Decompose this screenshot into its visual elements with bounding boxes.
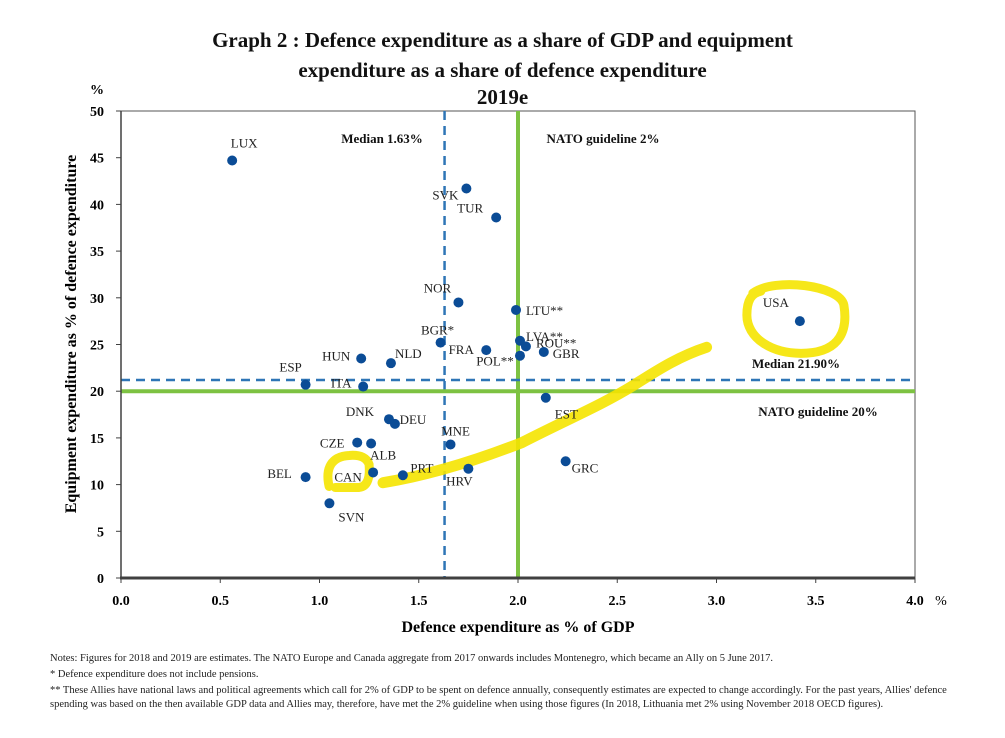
point-label-svk: SVK: [432, 188, 459, 203]
point-label-gbr: GBR: [553, 346, 580, 361]
y-tick-label: 15: [90, 432, 104, 447]
chart-title-line-1: Graph 2 : Defence expenditure as a share…: [212, 28, 793, 52]
x-axis-title: Defence expenditure as % of GDP: [402, 619, 635, 636]
y-tick-label: 5: [97, 525, 104, 540]
point-alb: [366, 438, 377, 449]
point-prt: [397, 470, 408, 481]
point-tur: [491, 212, 502, 223]
point-label-usa: USA: [763, 295, 790, 310]
point-pol: [514, 350, 525, 361]
point-nor: [453, 297, 464, 308]
highlight-curve: [377, 341, 713, 489]
x-tick-label: 2.0: [509, 594, 527, 609]
chart-notes: Notes: Figures for 2018 and 2019 are est…: [50, 652, 980, 714]
point-nld: [385, 358, 396, 369]
point-ltu: [511, 304, 522, 315]
x-tick-label: 4.0: [906, 594, 924, 609]
point-dnk: [383, 414, 394, 425]
y-tick-label: 25: [90, 339, 104, 354]
point-label-nld: NLD: [395, 346, 422, 361]
x-tick-label: 3.5: [807, 594, 825, 609]
point-label-nor: NOR: [424, 280, 452, 295]
point-label-mne: MNE: [441, 423, 470, 438]
point-label-bel: BEL: [267, 466, 292, 481]
ref-label-guide_x: NATO guideline 2%: [547, 131, 660, 146]
point-gbr: [538, 346, 549, 357]
point-label-hun: HUN: [322, 349, 351, 364]
note-general: Notes: Figures for 2018 and 2019 are est…: [50, 653, 774, 664]
y-axis-title: Equipment expenditure as % of defence ex…: [63, 155, 80, 514]
point-label-fra: FRA: [449, 342, 475, 357]
point-label-grc: GRC: [572, 460, 599, 475]
point-hun: [356, 353, 367, 364]
highlight-circle-usa: [742, 280, 850, 358]
y-tick-label: 50: [90, 105, 104, 120]
ref-label-guide_y: NATO guideline 20%: [758, 404, 877, 419]
point-label-alb: ALB: [370, 448, 396, 463]
point-label-esp: ESP: [279, 360, 301, 375]
point-hrv: [463, 463, 474, 474]
point-esp: [300, 379, 311, 390]
x-tick-label: 2.5: [609, 594, 627, 609]
y-tick-label: 35: [90, 245, 104, 260]
x-tick-label: 0.0: [112, 594, 130, 609]
point-label-deu: DEU: [400, 412, 427, 427]
point-can: [368, 467, 379, 478]
point-bgr: [435, 337, 446, 348]
point-usa: [794, 316, 805, 327]
y-tick-label: 10: [90, 479, 104, 494]
point-label-lux: LUX: [231, 136, 258, 151]
chart-title-year: 2019e: [476, 85, 529, 109]
point-label-can: CAN: [334, 469, 362, 484]
point-grc: [560, 456, 571, 467]
point-rou: [520, 341, 531, 352]
point-mne: [445, 439, 456, 450]
y-tick-label: 40: [90, 198, 104, 213]
point-label-rou: ROU**: [536, 335, 576, 350]
y-tick-label: 0: [97, 572, 104, 587]
point-svk: [461, 183, 472, 194]
point-ita: [358, 381, 369, 392]
point-bel: [300, 472, 311, 483]
y-tick-label: 30: [90, 292, 104, 307]
ref-label-median_y: Median 21.90%: [752, 356, 840, 371]
point-label-tur: TUR: [457, 200, 483, 215]
x-tick-label: 3.0: [708, 594, 726, 609]
point-label-hrv: HRV: [446, 474, 473, 489]
point-label-est: EST: [555, 407, 578, 422]
point-label-lva: LVA**: [526, 329, 563, 344]
point-label-ltu: LTU**: [526, 303, 563, 318]
note-national-laws: ** These Allies have national laws and p…: [50, 685, 947, 710]
point-label-cze: CZE: [320, 436, 345, 451]
point-label-prt: PRT: [410, 460, 433, 475]
point-label-pol: POL**: [476, 354, 514, 369]
x-tick-label: 0.5: [212, 594, 230, 609]
ref-label-median_x: Median 1.63%: [341, 131, 423, 146]
chart-title-line-2: expenditure as a share of defence expend…: [298, 58, 707, 82]
x-unit-label: %: [935, 594, 947, 609]
point-label-svn: SVN: [338, 509, 365, 524]
highlight-circle-can: [323, 450, 374, 492]
y-unit-label: %: [90, 83, 104, 98]
point-fra: [481, 345, 492, 356]
x-tick-label: 1.5: [410, 594, 428, 609]
point-label-dnk: DNK: [346, 404, 375, 419]
point-label-ita: ITA: [331, 376, 352, 391]
note-pensions: * Defence expenditure does not include p…: [50, 669, 259, 680]
y-tick-label: 20: [90, 385, 104, 400]
x-tick-label: 1.0: [311, 594, 329, 609]
point-svn: [324, 498, 335, 509]
point-est: [540, 392, 551, 403]
scatter-chart: Median 1.63% NATO guideline 2% Median 21.9…: [63, 83, 947, 636]
y-tick-label: 45: [90, 152, 104, 167]
point-label-bgr: BGR*: [421, 323, 454, 338]
point-lux: [227, 155, 238, 166]
point-cze: [352, 437, 363, 448]
